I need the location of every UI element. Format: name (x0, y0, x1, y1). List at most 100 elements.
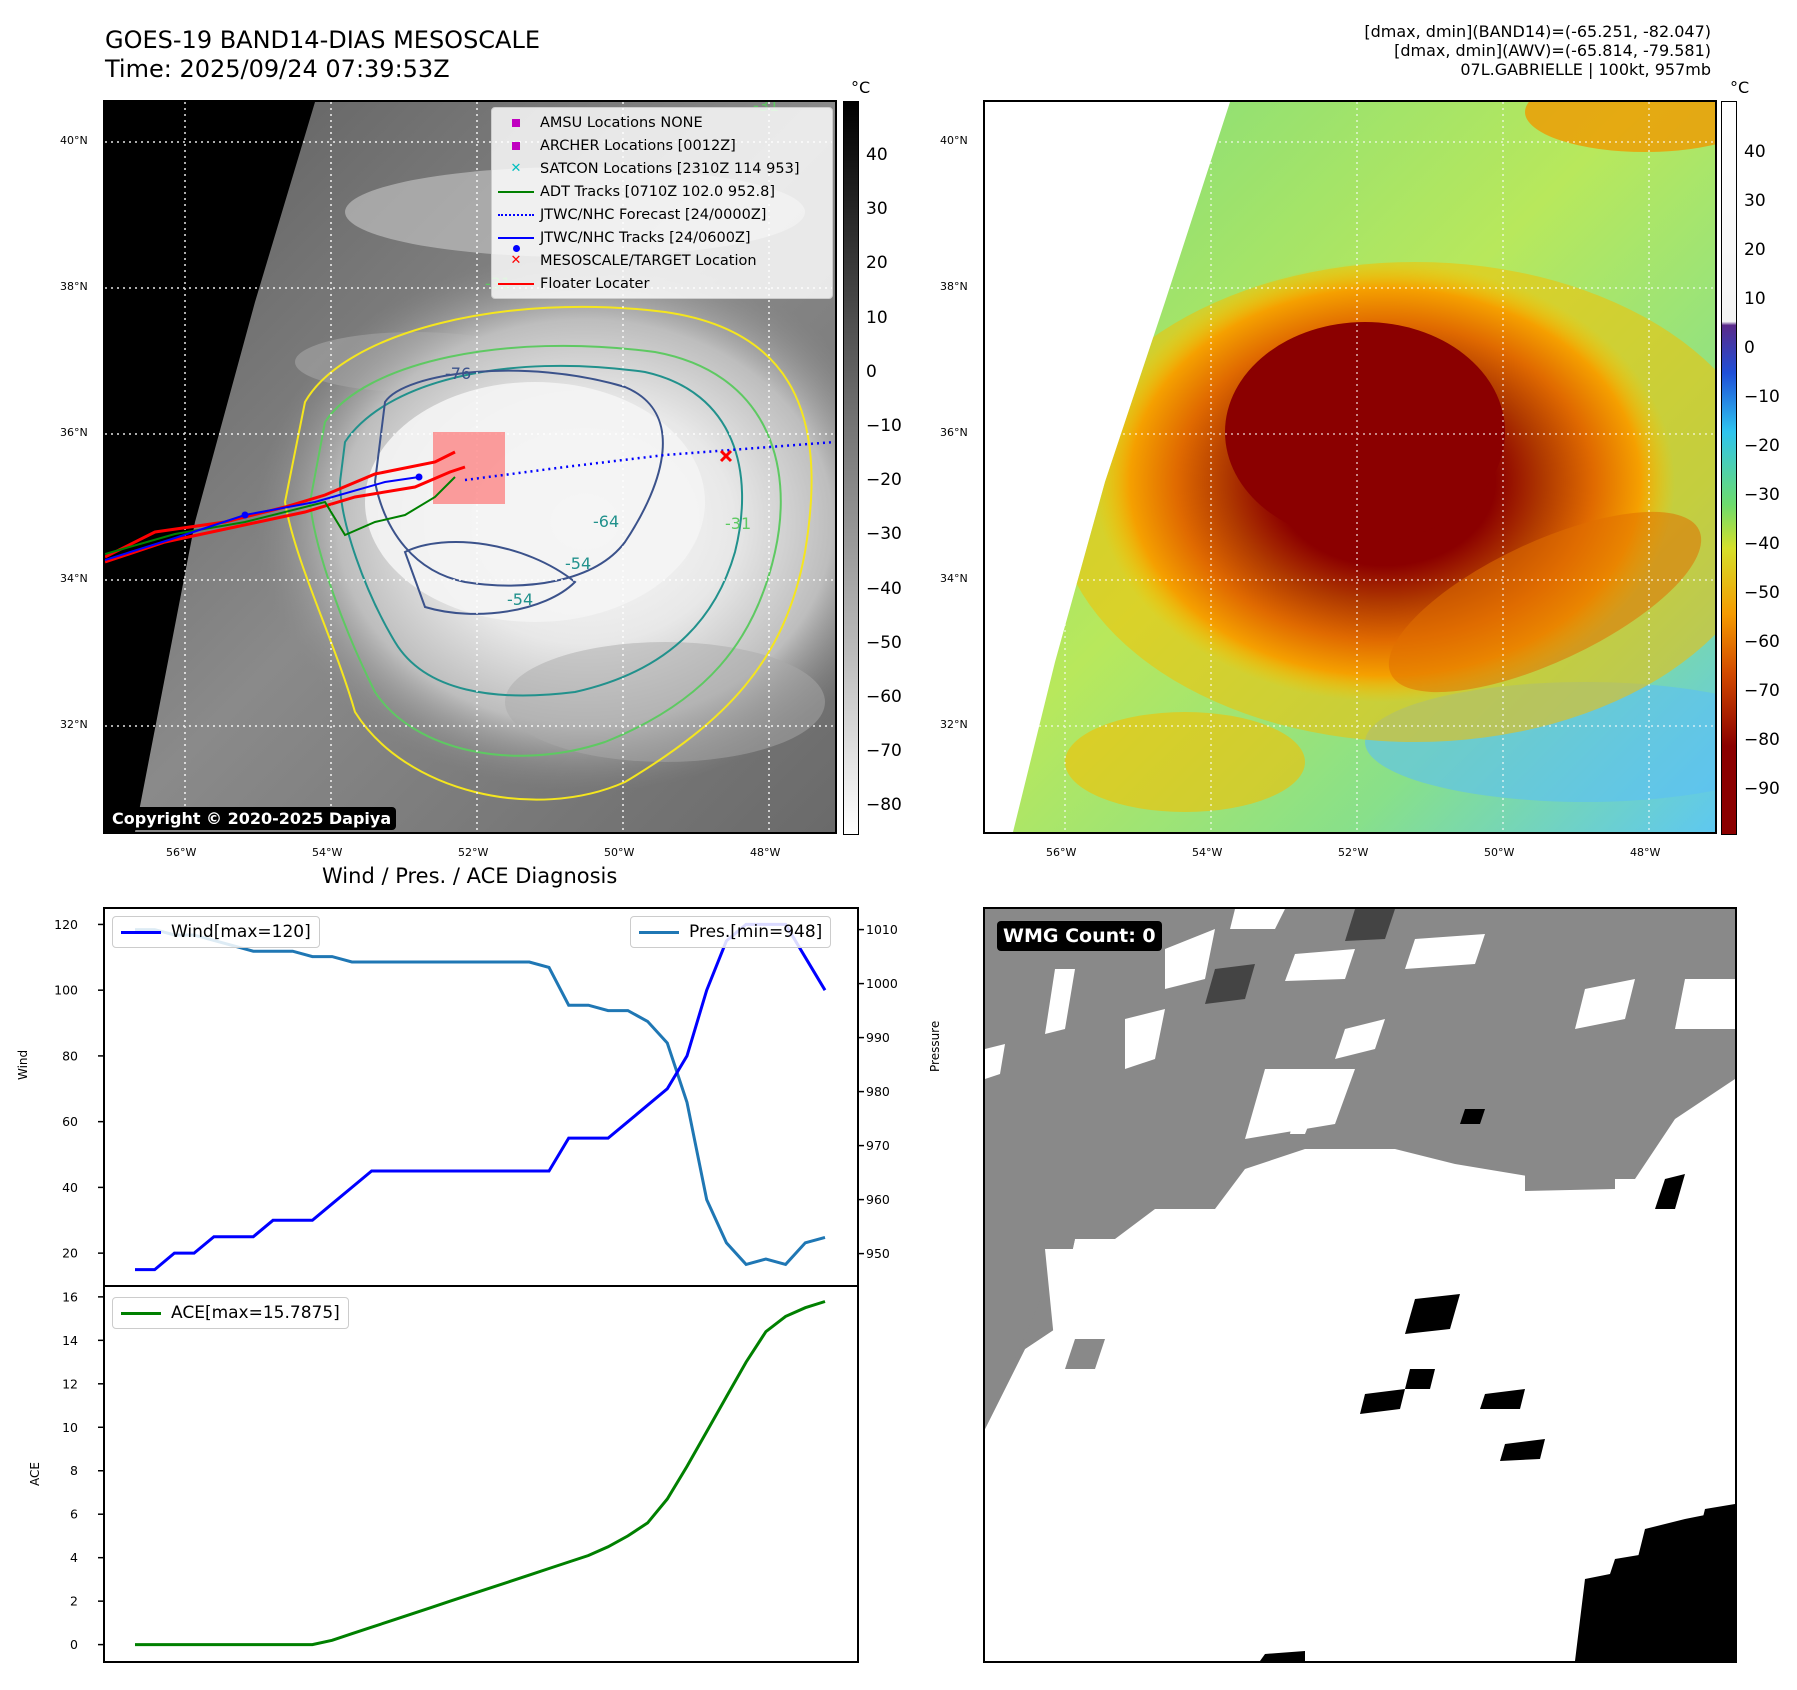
colorbar-tick-label: 10 (866, 307, 888, 328)
figure-title: GOES-19 BAND14-DIAS MESOSCALE Time: 2025… (105, 26, 540, 84)
right-colorbar-unit: °C (1730, 78, 1750, 97)
axis-tick-label: 20 (62, 1246, 78, 1261)
contour-label-76: -76 (445, 364, 472, 383)
lon-label: 48°W (750, 846, 781, 859)
contour-label-54a: -54 (565, 554, 592, 573)
diagnosis-chart: 20 40 60 80 100 120 950 960 970 980 990 1000 1010 0… (54, 907, 898, 1663)
colorbar-tick-label: 20 (866, 253, 888, 274)
info-line-2: [dmax, dmin](AWV)=(-65.814, -79.581) (1394, 41, 1711, 60)
lat-label: 36°N (60, 426, 88, 439)
axis-tick-label: 950 (866, 1246, 890, 1261)
copyright-badge: Copyright © 2020-2025 Dapiya (107, 807, 397, 830)
legend-item: JTWC/NHC Forecast [24/0000Z] (492, 203, 832, 226)
colorbar-tick-label: −40 (866, 578, 902, 599)
contour-label-64: -64 (593, 512, 620, 531)
square-icon (492, 141, 540, 150)
axis-tick-label: 970 (866, 1138, 890, 1153)
target-marker (719, 449, 733, 463)
ir-map-panel: -76 -64 -54 -54 -31 -31 -31 AMSU Locatio… (103, 100, 837, 834)
colorbar-tick-label: 0 (866, 361, 877, 382)
colorbar-tick-label: −60 (866, 687, 902, 707)
nhc-track (105, 476, 420, 561)
axis-tick-label: 14 (62, 1333, 78, 1348)
lat-label: 36°N (940, 426, 968, 439)
colorbar-tick-label: −20 (1744, 436, 1780, 456)
axis-tick-label: 120 (54, 917, 78, 932)
axis-tick-label: 8 (70, 1463, 78, 1478)
colorbar-tick-label: 40 (1744, 142, 1766, 162)
lon-label: 50°W (604, 846, 635, 859)
ace-series-line (135, 1300, 826, 1647)
colorbar-tick-label: 30 (866, 199, 888, 220)
axis-tick-label: 990 (866, 1030, 890, 1045)
legend-item: ✕ MESOSCALE/TARGET Location (492, 249, 832, 272)
colorbar-tick-label: −10 (866, 416, 902, 436)
wind-series-line (135, 922, 827, 1272)
lon-label: 52°W (458, 846, 489, 859)
ace-frame (103, 1285, 859, 1663)
wmg-count-badge: WMG Count: 0 (997, 921, 1162, 951)
dotted-line-icon (492, 213, 540, 216)
colorbar-tick-label: −30 (866, 524, 902, 545)
colorbar-tick-label: −70 (866, 741, 902, 762)
axis-tick-label: 0 (70, 1637, 78, 1652)
lat-label: 38°N (60, 280, 88, 293)
axis-tick-label: 980 (866, 1084, 890, 1099)
pressure-legend: Pres.[min=948] (630, 916, 832, 948)
axis-tick-label: 2 (70, 1594, 78, 1609)
colorbar-tick-label: −20 (866, 470, 902, 491)
lat-label: 32°N (940, 718, 968, 731)
axis-tick-label: 80 (62, 1048, 78, 1063)
axis-tick-label: 40 (62, 1180, 78, 1195)
colorbar-tick-label: −50 (1744, 583, 1780, 603)
pressure-series-line (135, 928, 826, 1267)
line-dot-icon (492, 236, 540, 252)
intensity-info: [dmax, dmin](BAND14)=(-65.251, -82.047) … (1364, 22, 1711, 79)
forecast-track (464, 440, 835, 482)
wind-pressure-frame (103, 907, 859, 1287)
wmg-panel: WMG Count: 0 (983, 907, 1737, 1663)
line-icon (492, 190, 540, 193)
colorbar-tick-label: 0 (1744, 338, 1755, 358)
legend-item: Floater Locater (492, 272, 832, 295)
axis-tick-label: 960 (866, 1192, 890, 1207)
colorbar-tick-label: −80 (1744, 730, 1780, 750)
title-line-2: Time: 2025/09/24 07:39:53Z (105, 55, 450, 83)
colorbar-tick-label: 40 (866, 145, 888, 165)
title-line-1: GOES-19 BAND14-DIAS MESOSCALE (105, 26, 541, 54)
colorbar-tick-label: −10 (1744, 387, 1780, 407)
colorbar-tick-label: −30 (1744, 485, 1780, 505)
x-marker-icon: ✕ (510, 161, 522, 176)
pressure-legend-swatch (639, 930, 679, 934)
awv-map-panel (983, 100, 1717, 834)
map-legend: AMSU Locations NONE ARCHER Locations [00… (491, 107, 833, 299)
mesoscale-box (433, 432, 505, 504)
left-colorbar (843, 101, 859, 835)
x-marker-icon: ✕ (510, 253, 522, 268)
square-icon (492, 118, 540, 127)
colorbar-tick-label: −60 (1744, 632, 1780, 652)
lon-label: 48°W (1630, 846, 1661, 859)
left-colorbar-unit: °C (851, 78, 871, 97)
lon-label: 50°W (1484, 846, 1515, 859)
lat-label: 34°N (940, 572, 968, 585)
line-icon (492, 282, 540, 285)
axis-tick-label: 1010 (866, 922, 898, 937)
lon-label: 52°W (1338, 846, 1369, 859)
right-colorbar (1721, 101, 1737, 835)
colorbar-tick-label: −80 (866, 795, 902, 816)
legend-item: ARCHER Locations [0012Z] (492, 134, 832, 157)
diagnosis-title: Wind / Pres. / ACE Diagnosis (322, 864, 618, 888)
ace-legend-swatch (121, 1311, 161, 1315)
lon-label: 54°W (1192, 846, 1223, 859)
info-line-3: 07L.GABRIELLE | 100kt, 957mb (1460, 60, 1711, 79)
axis-tick-label: 60 (62, 1114, 78, 1129)
lon-label: 56°W (166, 846, 197, 859)
lon-label: 56°W (1046, 846, 1077, 859)
colorbar-tick-label: −70 (1744, 681, 1780, 701)
colorbar-tick-label: 10 (1744, 289, 1766, 309)
axis-tick-label: 6 (70, 1507, 78, 1522)
colorbar-tick-label: −40 (1744, 534, 1780, 554)
axis-tick-label: 10 (62, 1420, 78, 1435)
legend-item: AMSU Locations NONE (492, 111, 832, 134)
